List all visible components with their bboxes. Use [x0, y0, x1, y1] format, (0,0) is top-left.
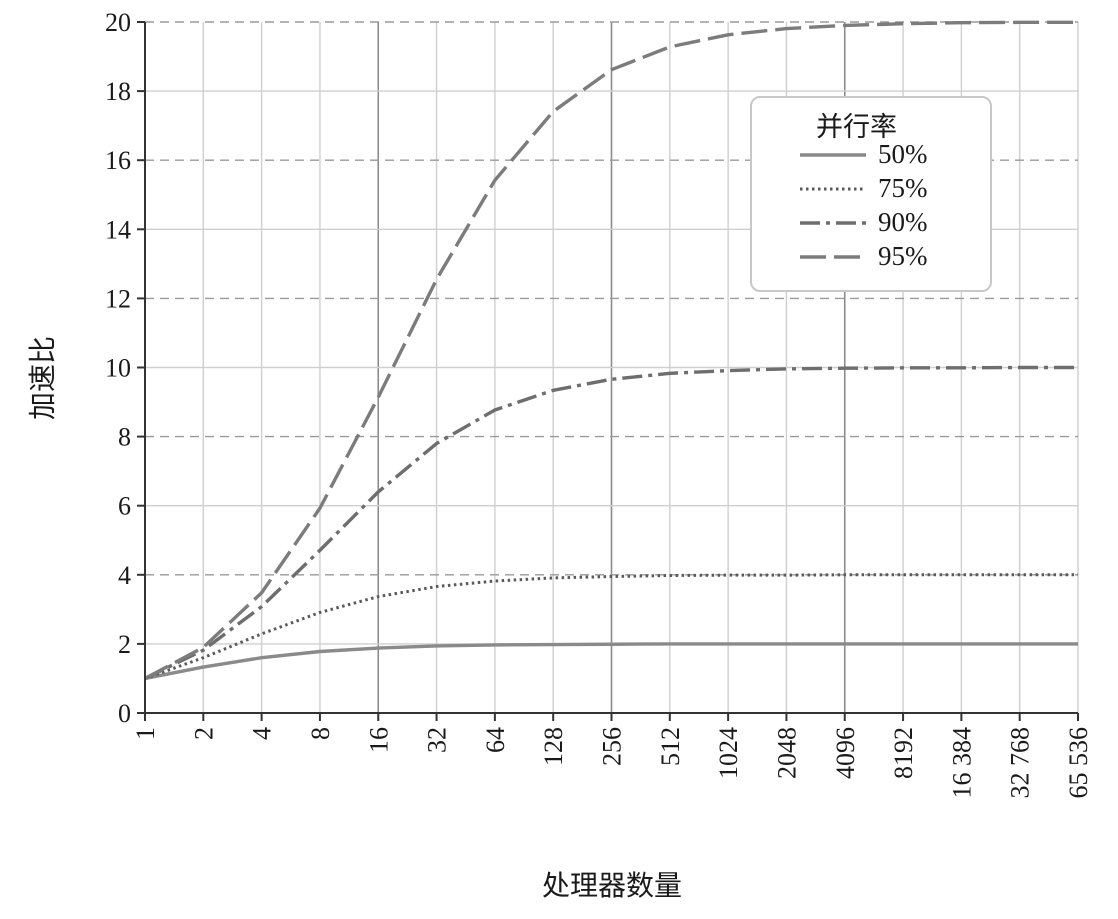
x-axis-title: 处理器数量: [542, 869, 682, 902]
x-tick-label: 1024: [714, 727, 743, 779]
y-tick-label: 16: [105, 146, 131, 175]
legend-label: 90%: [878, 207, 928, 237]
y-tick-label: 8: [118, 423, 131, 452]
x-tick-label: 64: [481, 727, 510, 753]
x-tick-label: 32: [423, 727, 452, 753]
x-tick-labels: 1 2 4 8 16 32 64 128 256 512 1024 2048 4096 8192 16 38…: [131, 727, 1093, 799]
x-tick-label: 512: [656, 727, 685, 766]
y-tick-label: 12: [105, 284, 131, 313]
legend-title: 并行率: [816, 112, 897, 143]
legend-label: 50%: [878, 139, 928, 169]
legend: 并行率 50% 75% 90% 95%: [750, 96, 992, 292]
y-tick-label: 2: [118, 630, 131, 659]
x-tick-label: 32 768: [1006, 727, 1035, 799]
y-tick-label: 4: [118, 561, 131, 590]
series-line-50pct: [144, 642, 1078, 681]
axes: [137, 21, 1079, 721]
x-tick-label: 8192: [889, 727, 918, 779]
legend-label: 95%: [878, 241, 928, 271]
x-tick-label: 16: [364, 727, 393, 753]
y-tick-label: 0: [118, 699, 131, 728]
series-lines: [144, 20, 1078, 681]
x-tick-label: 65 536: [1064, 727, 1093, 799]
y-tick-label: 14: [105, 215, 131, 244]
x-tick-label: 128: [539, 727, 568, 766]
x-tick-label: 4: [248, 727, 277, 740]
x-tick-label: 2048: [772, 727, 801, 779]
x-tick-label: 16 384: [947, 727, 976, 799]
x-tick-label: 1: [131, 727, 160, 740]
series-line-75pct: [144, 573, 1078, 680]
x-tick-label: 256: [598, 727, 627, 766]
series-line-95pct: [144, 20, 1078, 680]
legend-label: 75%: [878, 173, 928, 203]
y-tick-label: 20: [105, 8, 131, 37]
y-tick-label: 6: [118, 492, 131, 521]
x-tick-label: 8: [306, 727, 335, 740]
y-tick-label: 18: [105, 77, 131, 106]
y-axis-title: 加速比: [26, 336, 59, 420]
series-line-90pct: [144, 365, 1078, 680]
legend-box: [750, 96, 992, 292]
y-tick-label: 10: [105, 354, 131, 383]
y-tick-labels: 0 2 4 6 8 10 12 14 16 18 20: [105, 8, 131, 728]
x-tick-label: 4096: [831, 727, 860, 779]
x-tick-label: 2: [189, 727, 218, 740]
